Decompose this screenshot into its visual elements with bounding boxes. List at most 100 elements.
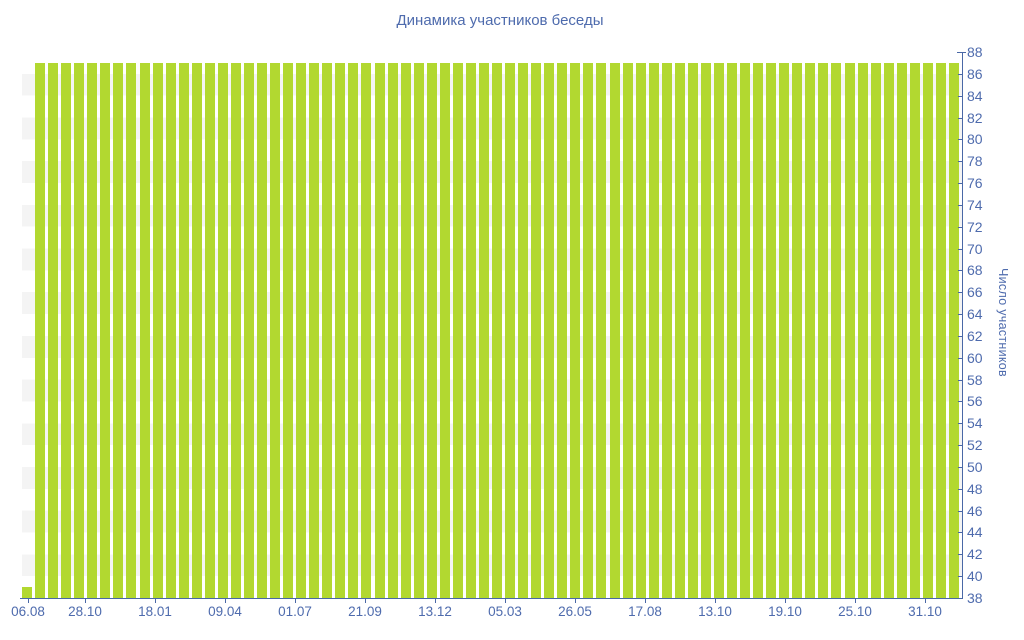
- bar[interactable]: [178, 62, 189, 598]
- bar[interactable]: [374, 62, 385, 598]
- x-tick: [575, 599, 576, 603]
- y-tick-label: 78: [967, 153, 983, 170]
- bar[interactable]: [348, 62, 359, 598]
- bar[interactable]: [687, 62, 698, 598]
- bar[interactable]: [139, 62, 150, 598]
- bar[interactable]: [505, 62, 516, 598]
- y-tick-label: 80: [967, 131, 983, 148]
- bar[interactable]: [818, 62, 829, 598]
- bar[interactable]: [230, 62, 241, 598]
- bar[interactable]: [883, 62, 894, 598]
- bar[interactable]: [713, 62, 724, 598]
- bar[interactable]: [322, 62, 333, 598]
- x-tick-label: 13.10: [698, 604, 732, 619]
- bar[interactable]: [870, 62, 881, 598]
- bar[interactable]: [113, 62, 124, 598]
- bar[interactable]: [217, 62, 228, 598]
- y-tick: [958, 204, 962, 206]
- x-tick: [645, 599, 646, 603]
- bar[interactable]: [296, 62, 307, 598]
- bar[interactable]: [400, 62, 411, 598]
- y-tick-label: 70: [967, 240, 983, 257]
- bar[interactable]: [257, 62, 268, 598]
- bar[interactable]: [165, 62, 176, 598]
- bar[interactable]: [478, 62, 489, 598]
- x-tick: [28, 599, 29, 603]
- bar[interactable]: [413, 62, 424, 598]
- bar[interactable]: [935, 62, 946, 598]
- y-tick-label: 42: [967, 546, 983, 563]
- bar[interactable]: [805, 62, 816, 598]
- bar[interactable]: [896, 62, 907, 598]
- bar[interactable]: [465, 62, 476, 598]
- bar[interactable]: [74, 62, 85, 598]
- x-tick-label: 13.12: [418, 604, 452, 619]
- bar[interactable]: [674, 62, 685, 598]
- x-tick-label: 05.03: [488, 604, 522, 619]
- bar[interactable]: [361, 62, 372, 598]
- y-tick-label: 44: [967, 524, 983, 541]
- bar[interactable]: [452, 62, 463, 598]
- bar[interactable]: [270, 62, 281, 598]
- bar[interactable]: [243, 62, 254, 598]
- y-tick-label: 68: [967, 262, 983, 279]
- bar[interactable]: [609, 62, 620, 598]
- bar[interactable]: [387, 62, 398, 598]
- y-tick-label: 52: [967, 437, 983, 454]
- bar[interactable]: [100, 62, 111, 598]
- bar[interactable]: [648, 62, 659, 598]
- bar[interactable]: [635, 62, 646, 598]
- y-tick: [958, 532, 962, 534]
- bar[interactable]: [831, 62, 842, 598]
- bar[interactable]: [570, 62, 581, 598]
- bar[interactable]: [61, 62, 72, 598]
- bar[interactable]: [191, 62, 202, 598]
- bar[interactable]: [309, 62, 320, 598]
- x-axis-line: [20, 598, 963, 599]
- bar[interactable]: [439, 62, 450, 598]
- bar[interactable]: [740, 62, 751, 598]
- bar[interactable]: [557, 62, 568, 598]
- y-tick-label: 46: [967, 502, 983, 519]
- bar[interactable]: [518, 62, 529, 598]
- bar[interactable]: [583, 62, 594, 598]
- x-tick: [505, 599, 506, 603]
- bar[interactable]: [544, 62, 555, 598]
- bar[interactable]: [922, 62, 933, 598]
- bar[interactable]: [700, 62, 711, 598]
- bar[interactable]: [622, 62, 633, 598]
- bar[interactable]: [596, 62, 607, 598]
- bar[interactable]: [426, 62, 437, 598]
- bar[interactable]: [844, 62, 855, 598]
- bar[interactable]: [727, 62, 738, 598]
- x-tick-label: 25.10: [838, 604, 872, 619]
- bar[interactable]: [661, 62, 672, 598]
- bar[interactable]: [283, 62, 294, 598]
- bar[interactable]: [22, 587, 33, 598]
- x-tick-label: 21.09: [348, 604, 382, 619]
- bar[interactable]: [792, 62, 803, 598]
- bar[interactable]: [126, 62, 137, 598]
- bar[interactable]: [909, 62, 920, 598]
- y-tick: [957, 52, 966, 53]
- bar[interactable]: [48, 62, 59, 598]
- bar[interactable]: [335, 62, 346, 598]
- bar[interactable]: [152, 62, 163, 598]
- bar[interactable]: [948, 62, 959, 598]
- y-tick: [958, 510, 962, 512]
- bar[interactable]: [779, 62, 790, 598]
- y-tick: [958, 226, 962, 228]
- bar[interactable]: [35, 62, 46, 598]
- x-tick-label: 19.10: [768, 604, 802, 619]
- y-tick: [958, 379, 962, 381]
- bar[interactable]: [531, 62, 542, 598]
- x-tick: [365, 599, 366, 603]
- chart-title: Динамика участников беседы: [396, 12, 604, 29]
- bar[interactable]: [492, 62, 503, 598]
- bar[interactable]: [204, 62, 215, 598]
- bar[interactable]: [766, 62, 777, 598]
- bar[interactable]: [87, 62, 98, 598]
- bar[interactable]: [753, 62, 764, 598]
- bar[interactable]: [857, 62, 868, 598]
- y-tick: [958, 401, 962, 403]
